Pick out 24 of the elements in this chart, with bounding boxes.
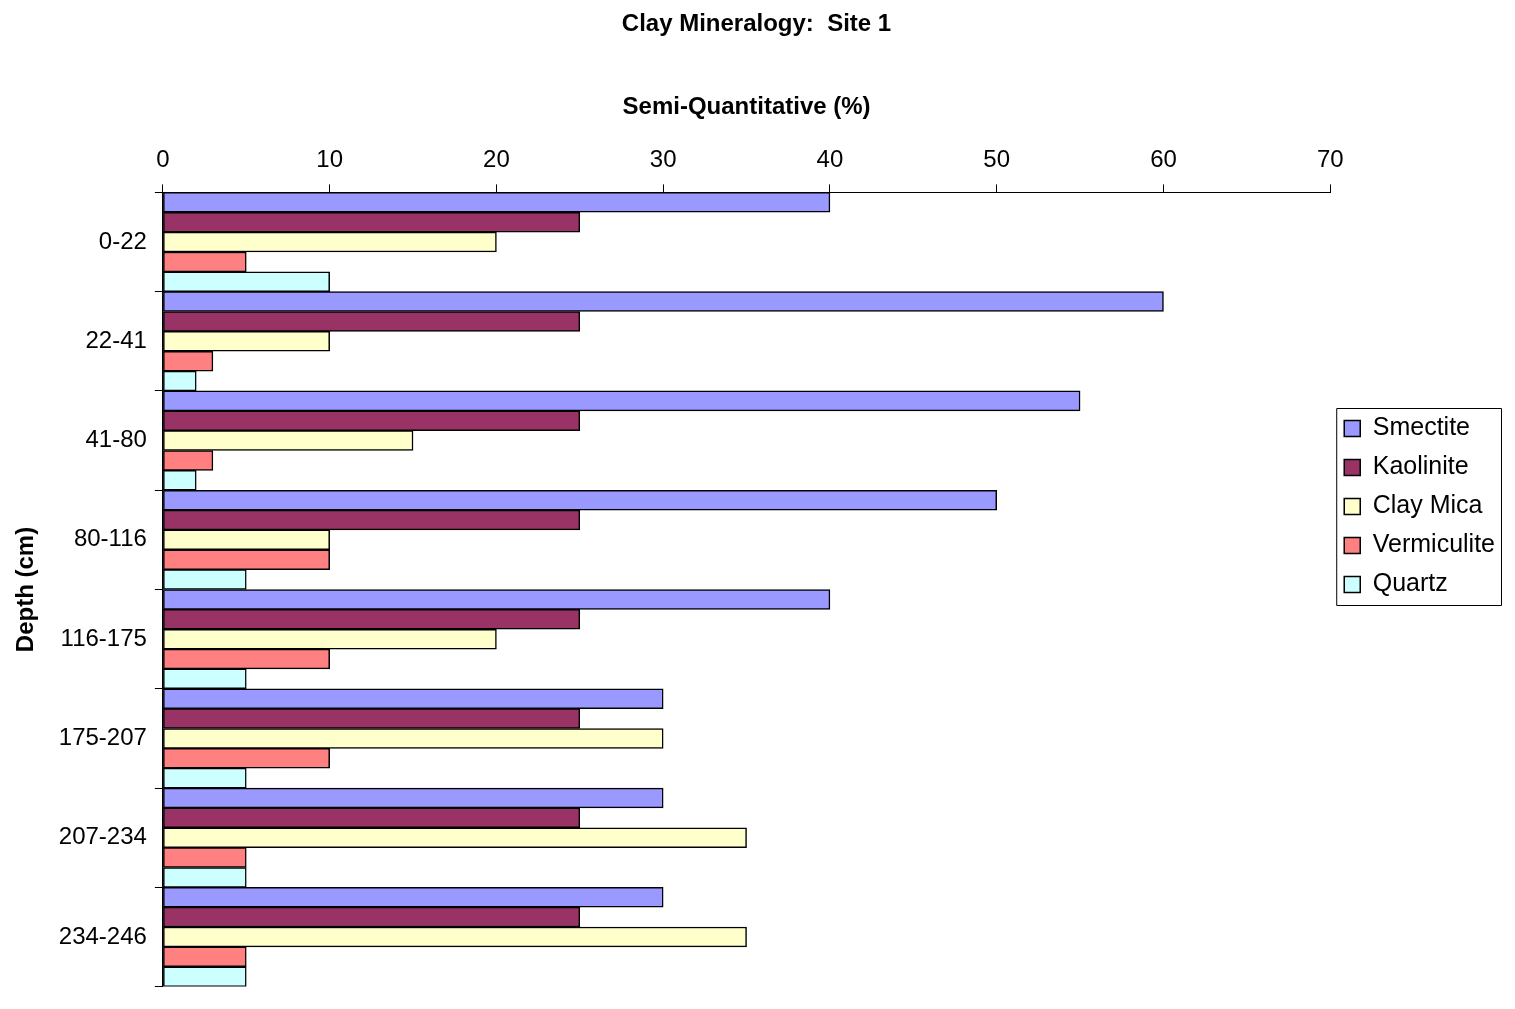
legend-label: Vermiculite (1372, 529, 1495, 558)
chart-title: Clay Mineralogy: Site 1 (621, 9, 892, 37)
y-tick-label: 116-175 (60, 623, 147, 651)
x-axis-title: Semi-Quantitative (%) (622, 91, 871, 119)
x-tick-label: 70 (1316, 144, 1344, 172)
y-tick-label: 175-207 (58, 723, 147, 751)
y-tick-label: 234-246 (58, 921, 147, 949)
legend-label: Quartz (1372, 568, 1448, 597)
y-tick-label: 41-80 (85, 425, 147, 453)
y-tick-label: 22-41 (85, 325, 147, 353)
legend-label: Clay Mica (1372, 490, 1483, 519)
x-tick-label: 40 (816, 144, 844, 172)
y-tick-label: 207-234 (58, 822, 147, 850)
x-tick-label: 50 (983, 144, 1011, 172)
y-tick-label: 80-116 (73, 524, 147, 552)
x-tick-label: 10 (316, 144, 343, 172)
x-tick-label: 20 (483, 144, 510, 172)
x-tick-label: 60 (1150, 144, 1177, 172)
y-tick-label: 0-22 (98, 226, 147, 254)
legend-label: Smectite (1372, 412, 1470, 441)
x-tick-label: 30 (649, 144, 677, 172)
y-axis-title: Depth (cm) (11, 526, 39, 653)
legend-label: Kaolinite (1372, 451, 1469, 480)
x-tick-label: 0 (156, 144, 170, 172)
